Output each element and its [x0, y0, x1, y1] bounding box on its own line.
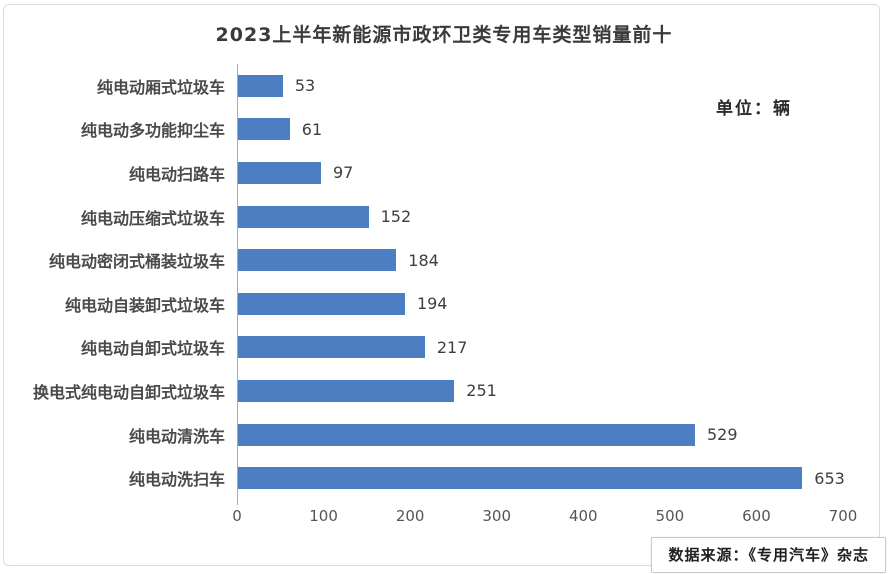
bar-track: 653: [237, 467, 845, 490]
value-label: 529: [706, 425, 738, 445]
bar-row: 纯电动厢式垃圾车 53: [0, 64, 880, 108]
bar-row: 纯电动扫路车 97: [0, 151, 880, 195]
bar: [237, 467, 803, 490]
x-tick-label: 700: [828, 507, 858, 525]
bar-row: 纯电动压缩式垃圾车 152: [0, 195, 880, 239]
bar-row: 纯电动自卸式垃圾车 217: [0, 326, 880, 370]
data-source-badge: 数据来源：《专用汽车》杂志: [651, 537, 886, 573]
x-axis-ticks: 0 100 200 300 400 500 600 700: [232, 507, 857, 527]
value-label: 97: [332, 163, 354, 183]
x-tick-label: 400: [568, 507, 598, 525]
bar-row: 纯电动密闭式桶装垃圾车 184: [0, 238, 880, 282]
value-label: 53: [294, 76, 316, 96]
value-label: 217: [436, 337, 468, 357]
bar-track: 529: [237, 423, 843, 446]
unit-label: 单位：辆: [716, 99, 792, 119]
value-label: 61: [301, 119, 323, 139]
bar: [237, 423, 695, 446]
category-label: 纯电动厢式垃圾车: [96, 77, 225, 97]
category-label: 纯电动密闭式桶装垃圾车: [48, 252, 225, 272]
category-label: 纯电动多功能抑尘车: [80, 121, 225, 141]
bar: [237, 74, 283, 97]
value-label: 251: [466, 381, 497, 401]
bar-track: 184: [237, 249, 843, 272]
category-label: 纯电动扫路车: [128, 164, 225, 184]
bar-row: 换电式纯电动自卸式垃圾车 251: [0, 369, 880, 413]
chart-title: 2023上半年新能源市政环卫类专用车类型销量前十: [215, 24, 673, 46]
category-label: 纯电动自卸式垃圾车: [80, 339, 225, 359]
x-tick-label: 100: [309, 507, 338, 525]
value-label: 184: [408, 250, 439, 270]
bar: [237, 379, 455, 402]
bar-row: 纯电动清洗车 529: [0, 413, 880, 457]
bar-track: 61: [237, 118, 843, 141]
y-axis-line: [237, 64, 238, 505]
x-tick-label: 600: [742, 507, 771, 525]
bar: [237, 161, 321, 184]
bar-track: 217: [237, 336, 843, 359]
value-label: 152: [380, 207, 412, 227]
bar-track: 194: [237, 292, 843, 315]
bar-row: 纯电动洗扫车 653: [0, 456, 880, 500]
bar: [237, 249, 397, 272]
x-tick-label: 0: [232, 507, 242, 525]
bar-track: 251: [237, 379, 843, 402]
category-label: 纯电动压缩式垃圾车: [80, 208, 225, 228]
bar: [237, 292, 405, 315]
bar: [237, 205, 369, 228]
bar-row: 纯电动自装卸式垃圾车 194: [0, 282, 880, 326]
value-label: 653: [814, 468, 845, 488]
category-label: 换电式纯电动自卸式垃圾车: [32, 382, 225, 402]
bar: [237, 118, 290, 141]
x-tick-label: 500: [655, 507, 685, 525]
bar-row: 纯电动多功能抑尘车 61: [0, 108, 880, 152]
category-label: 纯电动自装卸式垃圾车: [64, 295, 225, 315]
category-label: 纯电动清洗车: [128, 426, 225, 446]
x-tick-label: 200: [395, 507, 425, 525]
bar-rows: 纯电动厢式垃圾车 53 纯电动多功能抑尘车 61 纯电动扫路车 97 纯电动压缩式垃圾车 15…: [0, 64, 880, 500]
bar-track: 97: [237, 161, 843, 184]
bar-track: 152: [237, 205, 843, 228]
category-label: 纯电动洗扫车: [128, 470, 225, 490]
bar: [237, 336, 425, 359]
value-label: 194: [416, 294, 448, 314]
bar-track: 53: [237, 74, 843, 97]
x-tick-label: 300: [482, 507, 512, 525]
